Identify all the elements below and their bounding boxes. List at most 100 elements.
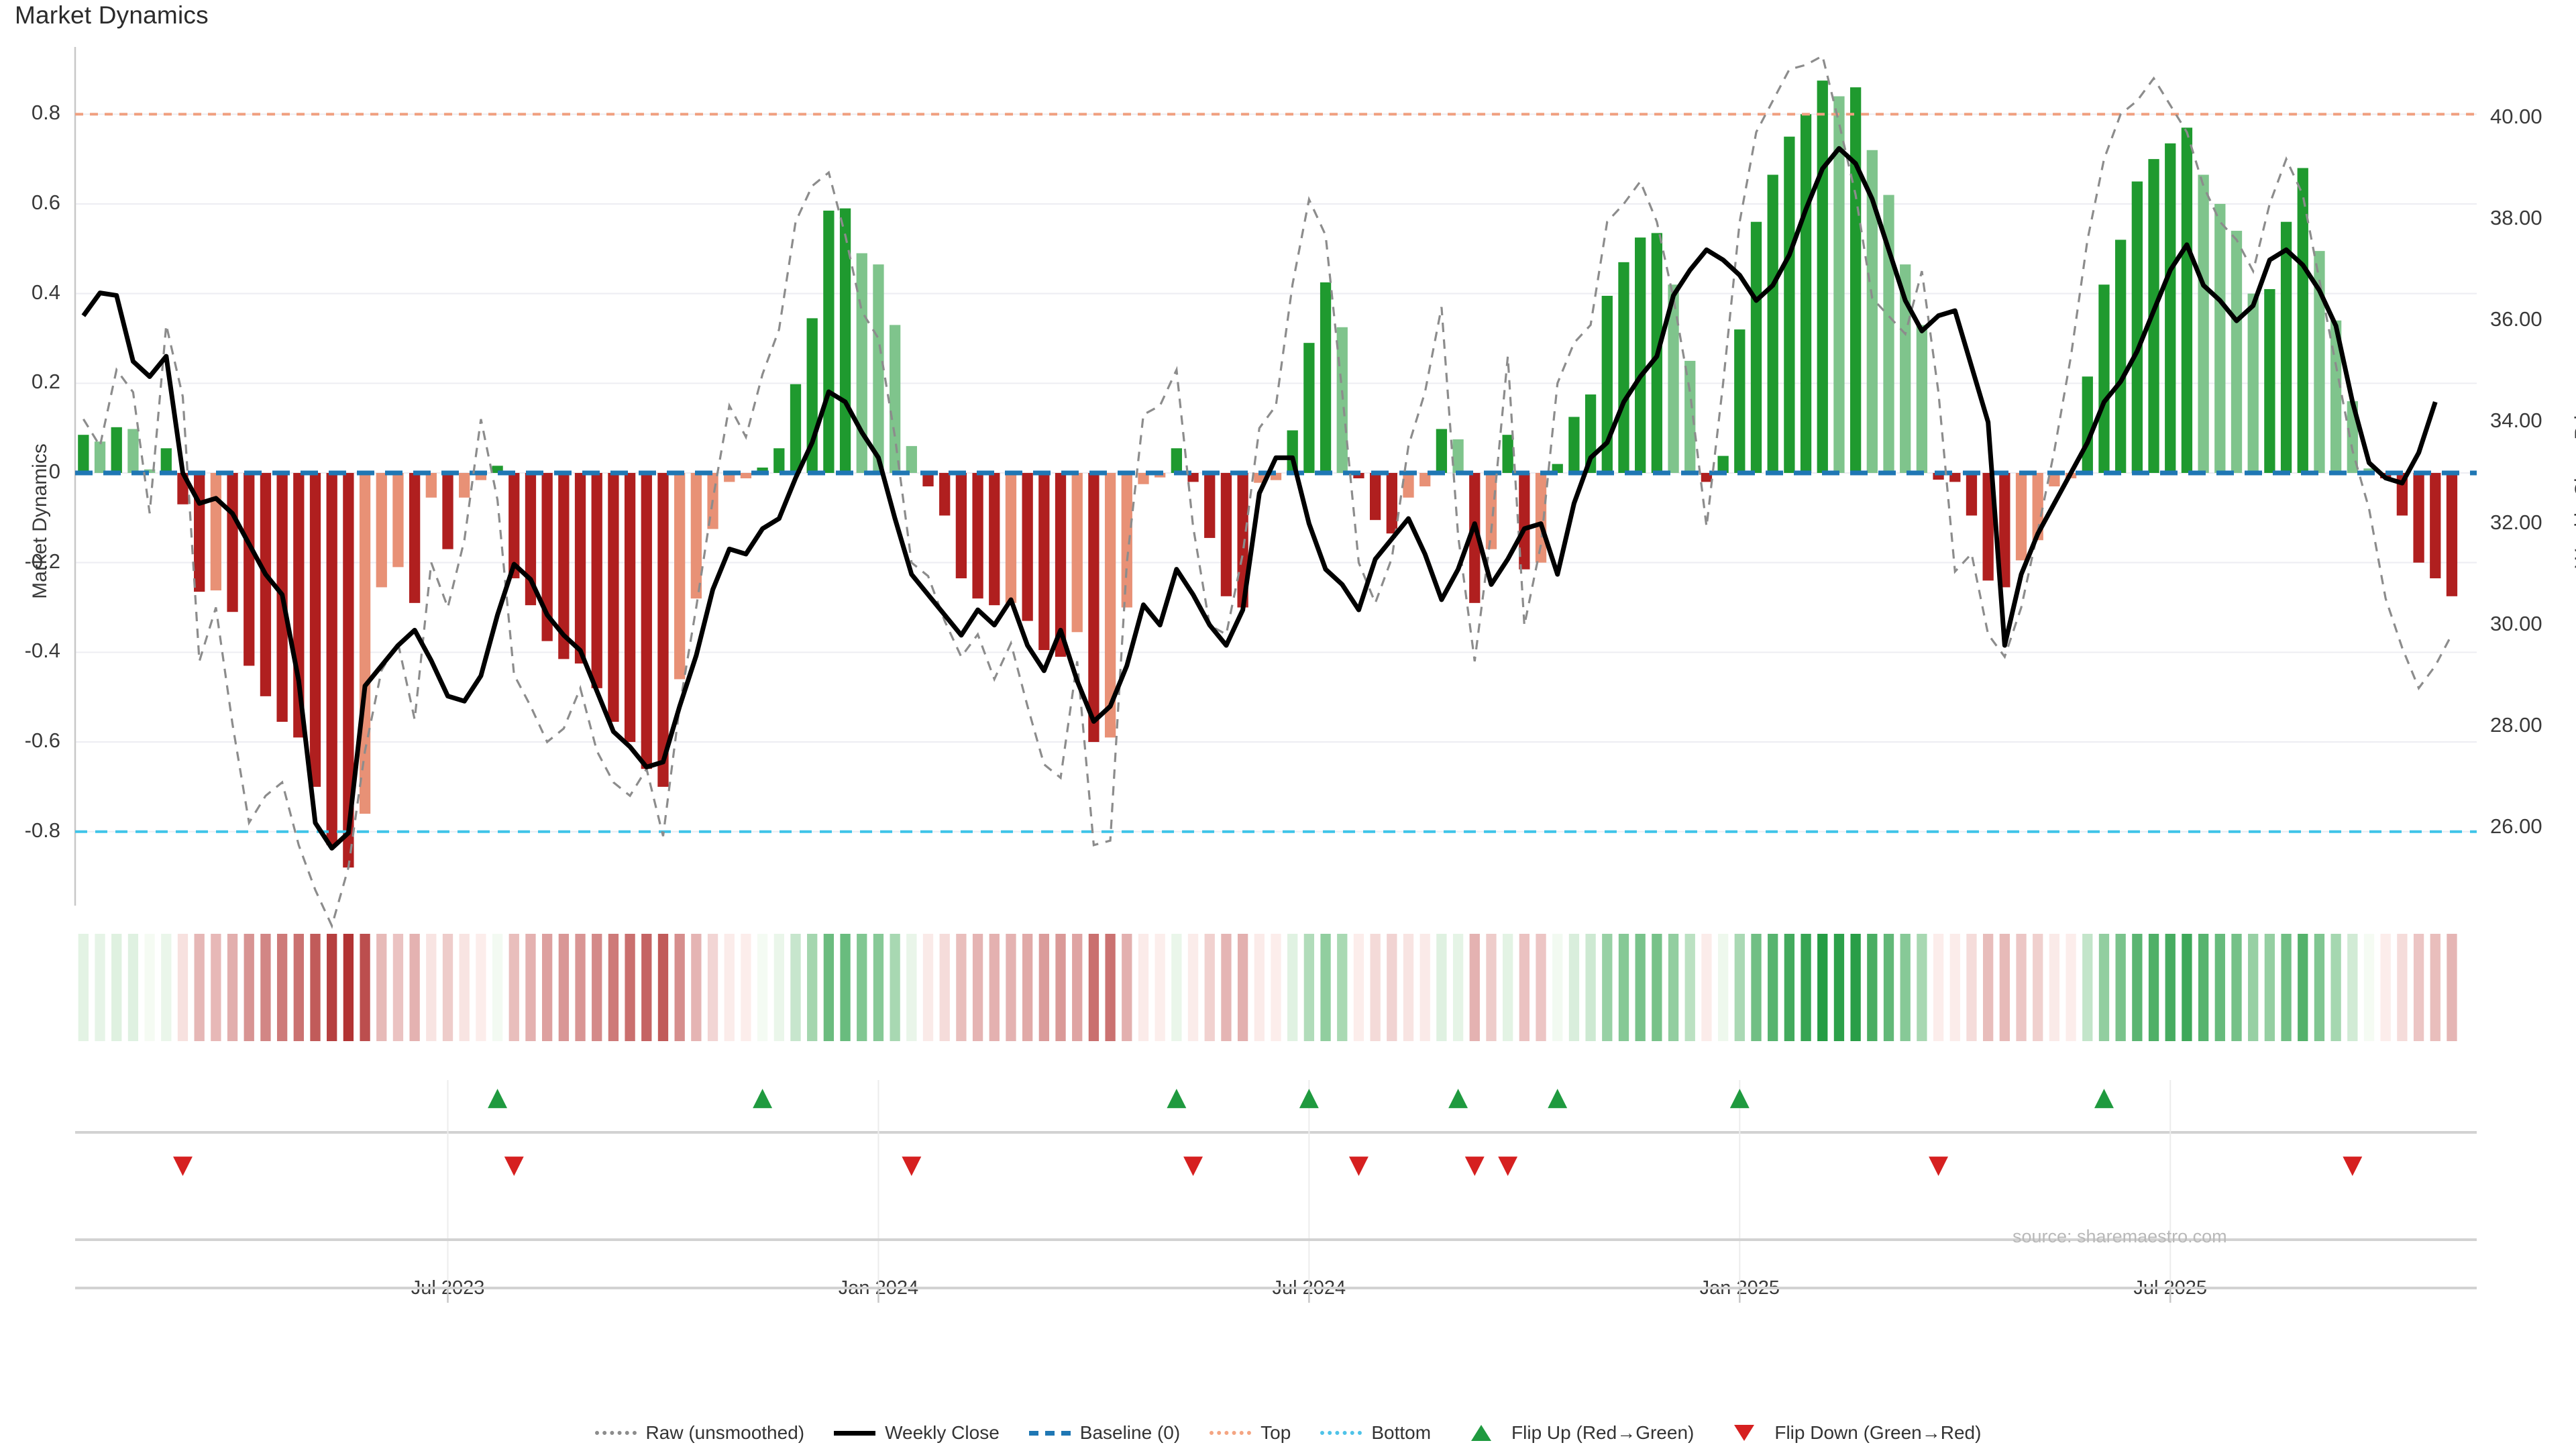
market-dynamics-bar bbox=[1800, 114, 1812, 473]
market-dynamics-bar bbox=[2131, 181, 2143, 473]
legend-label-bottom: Bottom bbox=[1371, 1422, 1432, 1443]
heatmap-stripe bbox=[392, 934, 404, 1041]
heatmap-stripe bbox=[1833, 934, 1845, 1041]
legend-item-weekly-close[interactable]: Weekly Close bbox=[834, 1422, 1000, 1444]
flip-up-marker[interactable] bbox=[488, 1089, 508, 1108]
flip-down-marker[interactable] bbox=[173, 1157, 193, 1176]
heatmap-stripe bbox=[2065, 934, 2076, 1041]
heatmap-stripe bbox=[1022, 934, 1033, 1041]
market-dynamics-bar bbox=[823, 210, 835, 473]
heatmap-stripe bbox=[1867, 934, 1878, 1041]
flip-up-marker[interactable] bbox=[2094, 1089, 2114, 1108]
market-dynamics-bar bbox=[757, 467, 768, 473]
legend-item-top[interactable]: Top bbox=[1210, 1422, 1291, 1444]
heatmap-stripe bbox=[1519, 934, 1529, 1041]
market-dynamics-bar bbox=[972, 473, 983, 599]
market-dynamics-bar bbox=[922, 473, 934, 487]
flip-down-marker[interactable] bbox=[504, 1157, 524, 1176]
legend-item-flip-up[interactable]: Flip Up (Red→Green) bbox=[1460, 1422, 1694, 1444]
heatmap-stripe bbox=[177, 934, 189, 1041]
flip-down-marker[interactable] bbox=[1498, 1157, 1518, 1176]
legend-item-raw-unsmoothed[interactable]: Raw (unsmoothed) bbox=[594, 1422, 804, 1444]
heatmap-stripe bbox=[2148, 934, 2159, 1041]
heatmap-stripe bbox=[2231, 934, 2242, 1041]
legend-item-bottom[interactable]: Bottom bbox=[1320, 1422, 1431, 1444]
heatmap-stripe bbox=[823, 934, 835, 1041]
flip-up-marker[interactable] bbox=[1448, 1089, 1468, 1108]
flip-down-marker[interactable] bbox=[1464, 1157, 1485, 1176]
market-dynamics-bar bbox=[94, 441, 106, 473]
heatmap-stripe bbox=[1452, 934, 1464, 1041]
market-dynamics-bar bbox=[260, 473, 272, 696]
heatmap-stripe bbox=[194, 934, 205, 1041]
right-axis-tick: 30.00 bbox=[2490, 611, 2542, 635]
market-dynamics-bar bbox=[409, 473, 421, 603]
market-dynamics-bar bbox=[608, 473, 619, 722]
heatmap-stripe bbox=[293, 934, 304, 1041]
heatmap-stripe bbox=[558, 934, 569, 1041]
heatmap-stripe bbox=[144, 934, 155, 1041]
flip-down-marker[interactable] bbox=[1348, 1157, 1368, 1176]
market-dynamics-bar bbox=[790, 384, 802, 473]
heatmap-stripe bbox=[2264, 934, 2275, 1041]
heatmap-stripe bbox=[1966, 934, 1977, 1041]
market-dynamics-bar bbox=[392, 473, 404, 568]
market-dynamics-bar bbox=[343, 473, 354, 868]
market-dynamics-bar bbox=[1519, 473, 1530, 570]
heatmap-stripe bbox=[1801, 934, 1811, 1041]
market-dynamics-bar bbox=[1866, 150, 1878, 473]
market-dynamics-bar bbox=[475, 473, 487, 480]
flip-down-marker[interactable] bbox=[1929, 1157, 1949, 1176]
heatmap-stripe bbox=[906, 934, 917, 1041]
heatmap-stripe bbox=[972, 934, 983, 1041]
flip-up-swatch-icon bbox=[1460, 1425, 1502, 1441]
heatmap-stripe bbox=[857, 934, 867, 1041]
market-dynamics-bar bbox=[376, 473, 387, 588]
market-dynamics-bar bbox=[1071, 473, 1083, 633]
heatmap-stripe bbox=[2132, 934, 2143, 1041]
heatmap-stripe bbox=[1303, 934, 1315, 1041]
market-dynamics-bar bbox=[2297, 168, 2308, 473]
heatmap-stripe bbox=[1187, 934, 1199, 1041]
legend-label-weekly-close: Weekly Close bbox=[885, 1422, 1000, 1443]
market-dynamics-bar bbox=[2214, 203, 2226, 473]
market-dynamics-bar bbox=[1403, 473, 1414, 498]
heatmap-stripe bbox=[1122, 934, 1132, 1041]
legend-item-flip-down[interactable]: Flip Down (Green→Red) bbox=[1723, 1422, 1981, 1444]
chart-canvas bbox=[74, 47, 2477, 1303]
market-dynamics-bar bbox=[1833, 96, 1845, 474]
flip-up-marker[interactable] bbox=[1167, 1089, 1187, 1108]
heatmap-stripe bbox=[1552, 934, 1563, 1041]
market-dynamics-bar bbox=[1270, 473, 1282, 480]
market-dynamics-bar bbox=[906, 445, 917, 473]
market-dynamics-bar bbox=[244, 473, 255, 666]
market-dynamics-bar bbox=[989, 473, 1000, 606]
market-dynamics-bar bbox=[194, 473, 205, 592]
market-dynamics-bar bbox=[442, 473, 453, 549]
heatmap-stripe bbox=[244, 934, 254, 1041]
market-dynamics-bar bbox=[1734, 329, 1746, 473]
flip-down-marker[interactable] bbox=[2343, 1157, 2363, 1176]
heatmap-stripe bbox=[1072, 934, 1083, 1041]
heatmap-stripe bbox=[1006, 934, 1016, 1041]
heatmap-stripe bbox=[1138, 934, 1149, 1041]
flip-up-marker[interactable] bbox=[1729, 1089, 1750, 1108]
heatmap-stripe bbox=[1751, 934, 1762, 1041]
flip-up-marker[interactable] bbox=[753, 1089, 773, 1108]
flip-down-marker[interactable] bbox=[902, 1157, 922, 1176]
left-axis-tick: 0.6 bbox=[31, 190, 60, 214]
heatmap-stripe bbox=[426, 934, 437, 1041]
heatmap-stripe bbox=[2248, 934, 2259, 1041]
flip-up-marker[interactable] bbox=[1299, 1089, 1319, 1108]
market-dynamics-bar bbox=[492, 466, 503, 473]
legend-item-baseline-zero[interactable]: Baseline (0) bbox=[1028, 1422, 1180, 1444]
heatmap-stripe bbox=[2430, 934, 2440, 1041]
market-dynamics-bar bbox=[1502, 435, 1513, 473]
heatmap-stripe bbox=[1585, 934, 1596, 1041]
flip-up-marker[interactable] bbox=[1548, 1089, 1568, 1108]
heatmap-stripe bbox=[492, 934, 503, 1041]
heatmap-stripe bbox=[1734, 934, 1745, 1041]
flip-down-marker[interactable] bbox=[1183, 1157, 1203, 1176]
market-dynamics-bar bbox=[1353, 473, 1364, 479]
